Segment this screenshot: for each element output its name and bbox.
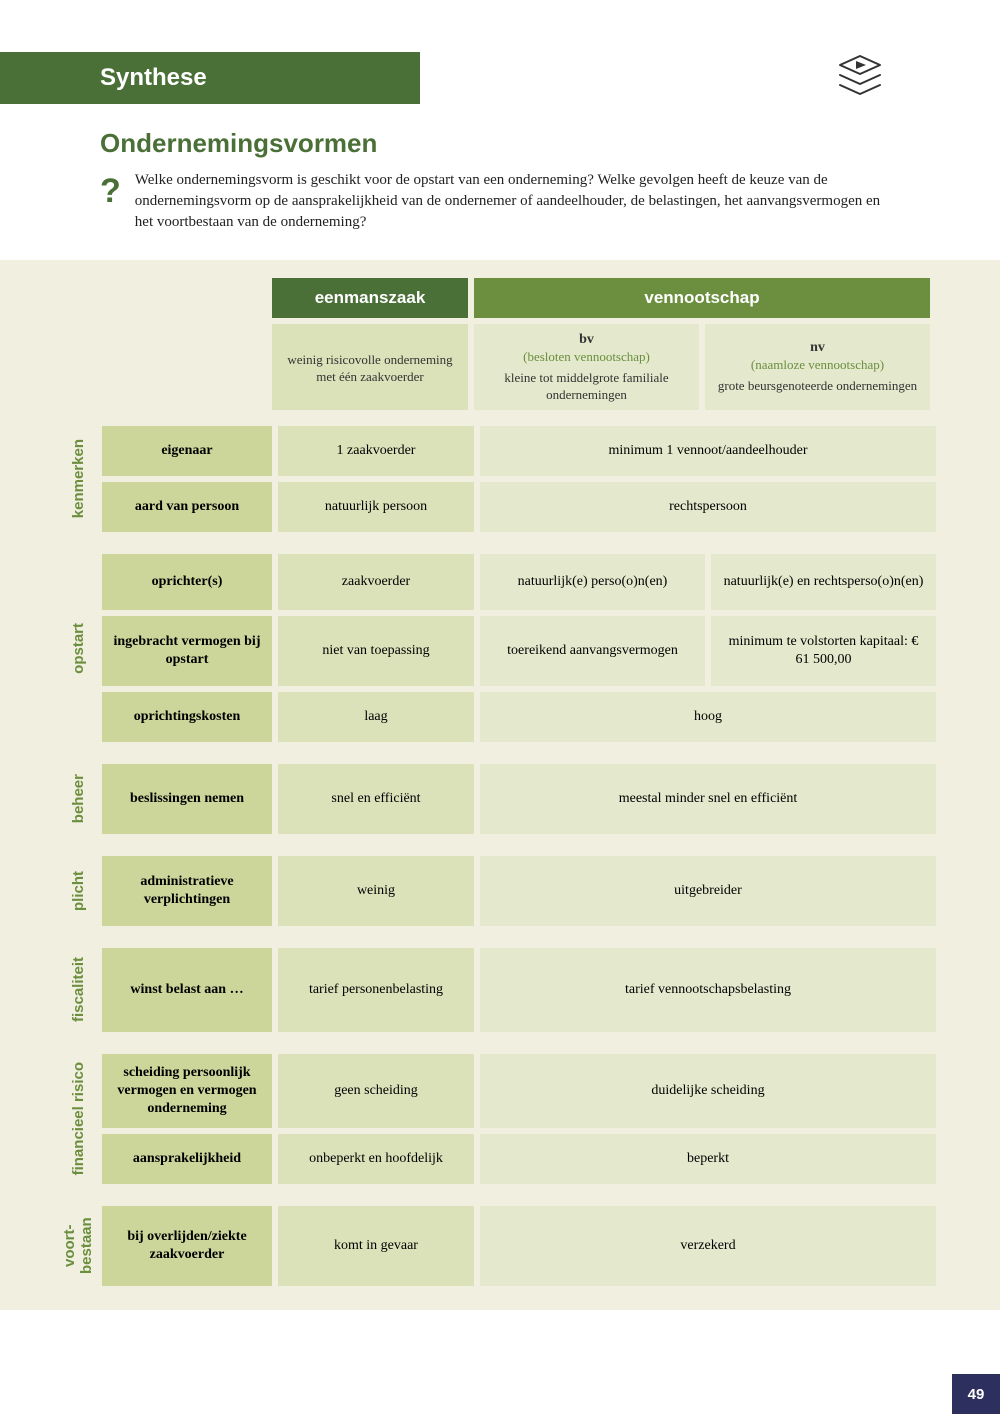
- group-kenmerken: kenmerken eigenaar 1 zaakvoerder minimum…: [60, 426, 940, 538]
- table-row: aard van persoon natuurlijk persoon rech…: [102, 482, 940, 532]
- cell-em: natuurlijk persoon: [278, 482, 474, 532]
- cell-venn: meestal minder snel en efficiënt: [480, 764, 936, 834]
- row-label: ingebracht vermogen bij opstart: [102, 616, 272, 686]
- row-label: eigenaar: [102, 426, 272, 476]
- row-label: scheiding persoonlijk vermogen en vermog…: [102, 1054, 272, 1128]
- group-beheer: beheer beslissingen nemen snel en effici…: [60, 764, 940, 840]
- subheader-nv: nv (naamloze vennootschap) grote beursge…: [705, 324, 930, 410]
- side-label-plicht: plicht: [60, 856, 96, 926]
- cell-em: zaakvoerder: [278, 554, 474, 610]
- table-header-row: eenmanszaak vennootschap: [60, 278, 940, 318]
- question-text: Welke ondernemingsvorm is geschikt voor …: [135, 170, 900, 233]
- cell-venn: tarief vennootschapsbelasting: [480, 948, 936, 1032]
- col-header-vennootschap: vennootschap: [474, 278, 930, 318]
- cell-em: niet van toepassing: [278, 616, 474, 686]
- table-row: bij overlijden/ziekte zaakvoerder komt i…: [102, 1206, 940, 1286]
- cell-venn: hoog: [480, 692, 936, 742]
- subheader-bv: bv (besloten vennootschap) kleine tot mi…: [474, 324, 699, 410]
- table-row: oprichtingskosten laag hoog: [102, 692, 940, 742]
- row-label: aard van persoon: [102, 482, 272, 532]
- group-plicht: plicht administratieve verplichtingen we…: [60, 856, 940, 932]
- cell-venn: minimum 1 vennoot/aandeelhouder: [480, 426, 936, 476]
- cell-nv: minimum te volstorten kapitaal: € 61 500…: [711, 616, 936, 686]
- side-label-fiscaliteit: fiscaliteit: [60, 948, 96, 1032]
- table-row: winst belast aan … tarief personenbelast…: [102, 948, 940, 1032]
- cell-bv: toereikend aanvangsvermogen: [480, 616, 705, 686]
- side-label-kenmerken: kenmerken: [60, 426, 96, 532]
- cell-venn: beperkt: [480, 1134, 936, 1184]
- cell-venn: rechtspersoon: [480, 482, 936, 532]
- side-label-financieel: financieel risico: [60, 1054, 96, 1184]
- cell-em: onbeperkt en hoofdelijk: [278, 1134, 474, 1184]
- cell-em: komt in gevaar: [278, 1206, 474, 1286]
- side-label-voortbestaan: voort-bestaan: [60, 1206, 96, 1286]
- table-row: beslissingen nemen snel en efficiënt mee…: [102, 764, 940, 834]
- table-row: administratieve verplichtingen weinig ui…: [102, 856, 940, 926]
- table-row: eigenaar 1 zaakvoerder minimum 1 vennoot…: [102, 426, 940, 476]
- question-mark-icon: ?: [100, 174, 121, 233]
- table-row: scheiding persoonlijk vermogen en vermog…: [102, 1054, 940, 1128]
- page-number: 49: [952, 1374, 1000, 1414]
- cell-em: geen scheiding: [278, 1054, 474, 1128]
- cell-venn: verzekerd: [480, 1206, 936, 1286]
- row-label: bij overlijden/ziekte zaakvoerder: [102, 1206, 272, 1286]
- cell-em: snel en efficiënt: [278, 764, 474, 834]
- row-label: oprichtingskosten: [102, 692, 272, 742]
- row-label: oprichter(s): [102, 554, 272, 610]
- comparison-table: eenmanszaak vennootschap weinig risicovo…: [60, 278, 940, 1298]
- group-voortbestaan: voort-bestaan bij overlijden/ziekte zaak…: [60, 1206, 940, 1292]
- cell-em: tarief personenbelasting: [278, 948, 474, 1032]
- table-row: aansprakelijkheid onbeperkt en hoofdelij…: [102, 1134, 940, 1184]
- side-label-beheer: beheer: [60, 764, 96, 834]
- row-label: administratieve verplichtingen: [102, 856, 272, 926]
- group-fiscaliteit: fiscaliteit winst belast aan … tarief pe…: [60, 948, 940, 1038]
- cell-em: laag: [278, 692, 474, 742]
- table-row: ingebracht vermogen bij opstart niet van…: [102, 616, 940, 686]
- row-label: aansprakelijkheid: [102, 1134, 272, 1184]
- table-row: oprichter(s) zaakvoerder natuurlijk(e) p…: [102, 554, 940, 610]
- group-opstart: opstart oprichter(s) zaakvoerder natuurl…: [60, 554, 940, 748]
- cell-bv: natuurlijk(e) perso(o)n(en): [480, 554, 705, 610]
- table-subheader-row: weinig risicovolle onderneming met één z…: [60, 324, 940, 410]
- row-label: beslissingen nemen: [102, 764, 272, 834]
- col-header-eenmanszaak: eenmanszaak: [272, 278, 468, 318]
- cell-venn: uitgebreider: [480, 856, 936, 926]
- row-label: winst belast aan …: [102, 948, 272, 1032]
- cell-venn: duidelijke scheiding: [480, 1054, 936, 1128]
- cell-em: weinig: [278, 856, 474, 926]
- subheader-eenmanszaak: weinig risicovolle onderneming met één z…: [272, 324, 468, 410]
- cell-nv: natuurlijk(e) en rechtsperso(o)n(en): [711, 554, 936, 610]
- section-header: Synthese: [0, 52, 420, 104]
- page-title: Ondernemingsvormen: [100, 128, 377, 159]
- cell-em: 1 zaakvoerder: [278, 426, 474, 476]
- section-header-label: Synthese: [100, 64, 207, 92]
- layers-play-icon: [830, 50, 890, 115]
- intro-question: ? Welke ondernemingsvorm is geschikt voo…: [100, 170, 900, 233]
- side-label-opstart: opstart: [60, 554, 96, 742]
- group-financieel: financieel risico scheiding persoonlijk …: [60, 1054, 940, 1190]
